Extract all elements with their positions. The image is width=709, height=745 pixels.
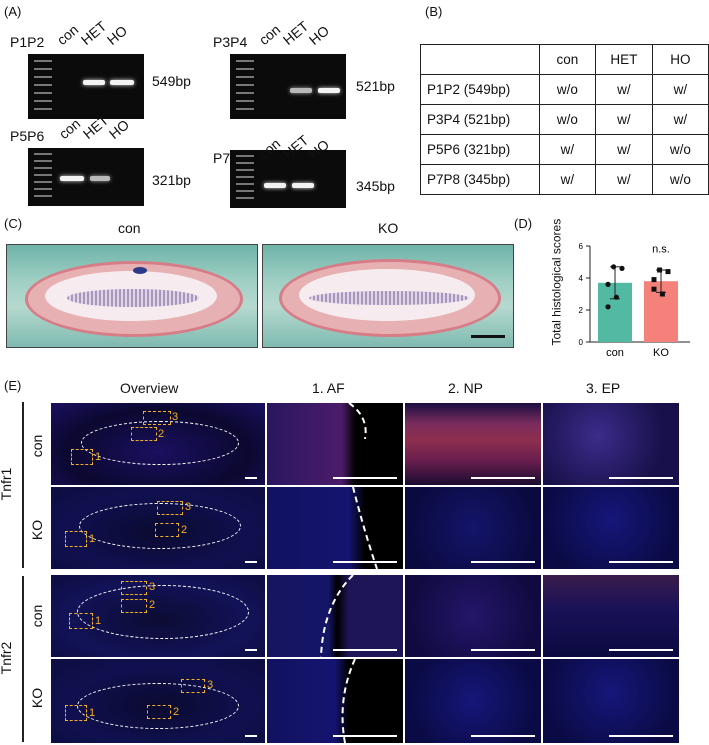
table-cell: w/ <box>595 134 653 165</box>
af-tnfr1-con <box>266 402 404 486</box>
gel-2-lane-het: HET <box>279 17 312 48</box>
overview-tnfr2-con: 1 2 3 <box>50 574 266 658</box>
group-label-tnfr1: Tnfr1 <box>0 467 14 501</box>
fluorescence-grid: 1 2 3 1 2 3 1 2 3 <box>50 402 706 744</box>
column-header-overview: Overview <box>120 380 179 396</box>
significance-annotation: n.s. <box>652 243 670 255</box>
tnfr2-bracket <box>22 576 24 742</box>
group-label-tnfr2: Tnfr2 <box>0 641 14 675</box>
table-row: P1P2 (549bp) w/o w/ w/ <box>420 74 709 105</box>
histology-image-ko <box>262 244 514 348</box>
table-cell: P1P2 (549bp) <box>420 74 540 105</box>
gel-2-image <box>230 54 346 119</box>
y-tick-label: 2 <box>579 306 584 315</box>
table-header-cell: HO <box>651 44 709 75</box>
table-cell: w/ <box>595 74 653 105</box>
data-point <box>611 264 617 270</box>
table-header-cell <box>420 44 540 75</box>
table-cell: w/o <box>538 104 597 135</box>
gel-2-size: 521bp <box>356 78 395 94</box>
column-header-af: 1. AF <box>312 380 345 396</box>
table-cell: w/ <box>595 164 653 195</box>
data-point <box>651 277 657 283</box>
af-tnfr2-ko <box>266 658 404 744</box>
overview-tnfr1-con: 1 2 3 <box>50 402 266 486</box>
gel-3-name: P5P6 <box>10 128 45 144</box>
table-row: P3P4 (521bp) w/o w/ w/ <box>420 104 709 135</box>
np-tnfr2-con <box>404 574 542 658</box>
x-tick-label: KO <box>653 347 669 359</box>
row-label-tnfr2-con: con <box>29 604 45 628</box>
y-tick-label: 6 <box>579 242 584 251</box>
table-row: P7P8 (345bp) w/ w/ w/o <box>420 164 709 195</box>
y-tick-label: 0 <box>579 338 584 347</box>
column-header-ep: 3. EP <box>586 380 621 396</box>
panel-e-label: (E) <box>4 378 22 393</box>
np-tnfr1-ko <box>404 486 542 570</box>
af-tnfr1-ko <box>266 486 404 570</box>
overview-tnfr2-ko: 1 2 3 <box>50 658 266 744</box>
histological-score-chart: 0 2 4 6 con KO n.s. <box>579 242 690 359</box>
table-cell: w/ <box>651 104 709 135</box>
ep-tnfr2-con <box>542 574 680 658</box>
gel-1-lane-het: HET <box>77 17 110 48</box>
gel-3-size: 321bp <box>152 172 191 188</box>
np-tnfr1-con <box>404 402 542 486</box>
table-cell: w/o <box>651 164 709 195</box>
table-cell: w/ <box>538 164 597 195</box>
table-header-cell: con <box>538 44 597 75</box>
data-point <box>605 304 611 310</box>
gel-2-lane-ho: HO <box>305 22 333 48</box>
data-point <box>613 294 619 300</box>
overview-tnfr1-ko: 1 2 3 <box>50 486 266 570</box>
gel-1-name: P1P2 <box>10 34 45 50</box>
gel-4-image <box>230 150 346 208</box>
gel-2-name: P3P4 <box>213 34 248 50</box>
table-cell: P7P8 (345bp) <box>420 164 540 195</box>
table-cell: w/ <box>595 104 653 135</box>
gel-3-lane-ho: HO <box>105 116 133 142</box>
table-cell: P5P6 (321bp) <box>420 134 540 165</box>
panel-a-label: (A) <box>4 4 22 19</box>
data-point <box>665 269 671 275</box>
tnfr1-bracket <box>22 402 24 568</box>
histology-image-con <box>6 244 258 348</box>
np-tnfr2-ko <box>404 658 542 744</box>
ep-tnfr1-ko <box>542 486 680 570</box>
data-point <box>651 286 657 292</box>
gel-3-image <box>28 148 144 206</box>
table-cell: w/o <box>538 74 597 105</box>
panel-b-label: (B) <box>425 4 443 19</box>
ep-tnfr1-con <box>542 402 680 486</box>
gel-1-size: 549bp <box>152 73 191 89</box>
panel-c-label: (C) <box>4 216 23 231</box>
data-point <box>659 291 665 297</box>
row-label-tnfr1-ko: KO <box>29 519 45 541</box>
table-header-row: con HET HO <box>420 44 709 75</box>
y-tick-label: 4 <box>579 274 584 283</box>
histology-title-con: con <box>118 220 141 236</box>
column-header-np: 2. NP <box>448 380 484 396</box>
panel-d-label: (D) <box>514 216 533 231</box>
genotype-table: con HET HO P1P2 (549bp) w/o w/ w/ P3P4 (… <box>420 44 709 195</box>
row-label-tnfr1-con: con <box>29 434 45 458</box>
table-cell: w/ <box>651 74 709 105</box>
table-row: P5P6 (321bp) w/ w/ w/o <box>420 134 709 165</box>
histology-title-ko: KO <box>378 220 399 236</box>
ep-tnfr2-ko <box>542 658 680 744</box>
x-tick-label: con <box>606 347 624 359</box>
gel-1-lane-ho: HO <box>103 22 131 48</box>
table-cell: w/ <box>538 134 597 165</box>
table-cell: w/o <box>651 134 709 165</box>
table-cell: P3P4 (521bp) <box>420 104 540 135</box>
gel-4-size: 345bp <box>356 178 395 194</box>
data-point <box>605 281 611 287</box>
data-point <box>619 265 625 271</box>
table-header-cell: HET <box>595 44 653 75</box>
row-label-tnfr2-ko: KO <box>29 687 45 709</box>
gel-1-image <box>28 54 144 119</box>
af-tnfr2-con <box>266 574 404 658</box>
data-point <box>657 267 663 273</box>
